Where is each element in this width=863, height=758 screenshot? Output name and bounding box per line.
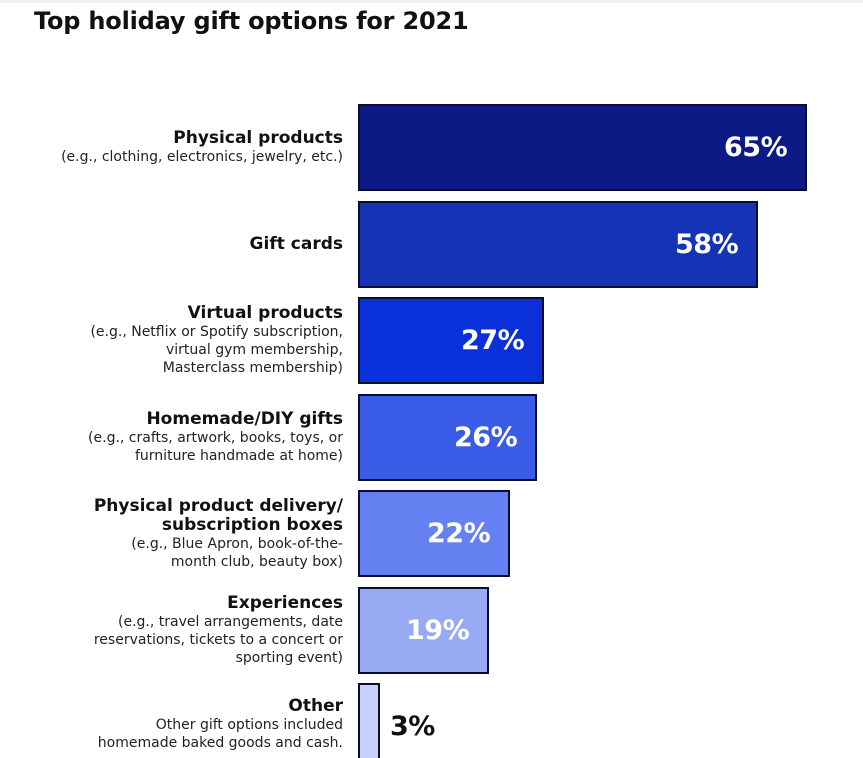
category-name: Physical product delivery/ subscription … xyxy=(93,496,343,535)
top-divider xyxy=(0,0,863,3)
bar-5 xyxy=(358,490,510,577)
category-name: Experiences xyxy=(227,593,343,613)
bar-value-label: 58% xyxy=(675,228,739,260)
category-label: Physical products (e.g., clothing, electr… xyxy=(61,129,343,166)
bar-value-label: 26% xyxy=(454,421,518,453)
bar-value-label: 22% xyxy=(427,517,491,549)
category-label: Physical product delivery/ subscription … xyxy=(94,497,343,571)
category-note: (e.g., travel arrangements, date reserva… xyxy=(93,614,343,666)
bar-6 xyxy=(358,587,489,674)
category-name: Homemade/DIY gifts xyxy=(146,409,343,429)
category-label: Gift cards xyxy=(250,235,343,254)
bar-3 xyxy=(358,297,544,384)
category-name: Physical products xyxy=(173,128,343,148)
bar-4 xyxy=(358,394,537,481)
category-label: Experiences (e.g., travel arrangements, d… xyxy=(94,594,343,667)
category-note: (e.g., crafts, artwork, books, toys, or … xyxy=(88,430,343,464)
category-label: Other Other gift options included homemad… xyxy=(98,697,343,752)
category-name: Virtual products xyxy=(187,303,343,323)
bar-1 xyxy=(358,104,807,191)
category-name: Gift cards xyxy=(249,234,343,254)
bar-7 xyxy=(358,683,380,758)
bar-2 xyxy=(358,201,758,288)
category-note: Other gift options included homemade bak… xyxy=(97,717,343,751)
bar-value-label: 65% xyxy=(724,131,788,163)
bar-value-label: 27% xyxy=(461,324,525,356)
category-label: Virtual products (e.g., Netflix or Spotif… xyxy=(90,304,343,377)
category-note: (e.g., Blue Apron, book-of-the- month cl… xyxy=(131,536,343,570)
category-label: Homemade/DIY gifts (e.g., crafts, artwork… xyxy=(88,410,343,465)
bar-value-label: 3% xyxy=(390,710,435,742)
category-name: Other xyxy=(288,696,343,716)
chart-title: Top holiday gift options for 2021 xyxy=(34,7,469,35)
bar-value-label: 19% xyxy=(406,614,470,646)
category-note: (e.g., clothing, electronics, jewelry, e… xyxy=(61,149,343,165)
category-note: (e.g., Netflix or Spotify subscription, … xyxy=(90,324,343,376)
